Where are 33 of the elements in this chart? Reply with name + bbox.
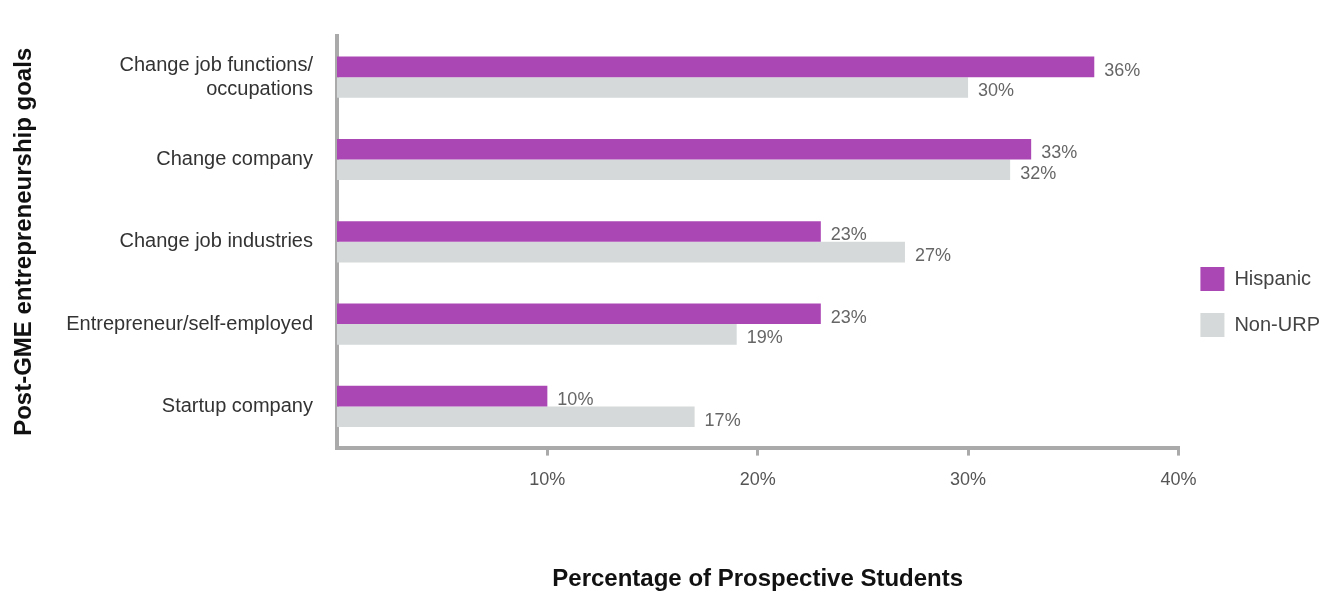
- bar: [337, 385, 548, 407]
- y-tick-label: Entrepreneur/self-employed: [66, 311, 313, 334]
- y-tick-label: Startup company: [161, 393, 313, 416]
- data-label: 27%: [914, 245, 951, 266]
- x-tick-label: 40%: [1160, 469, 1197, 490]
- legend-label: Hispanic: [1234, 266, 1312, 289]
- data-label: 30%: [978, 80, 1015, 101]
- data-label: 36%: [1104, 59, 1141, 80]
- bar: [337, 159, 1011, 181]
- data-label: 10%: [557, 389, 594, 410]
- bar: [337, 406, 695, 428]
- bar: [337, 221, 821, 242]
- data-label: 17%: [704, 409, 741, 430]
- bar: [337, 324, 737, 345]
- y-axis-title: Post-GME entrepreneurship goals: [9, 47, 37, 436]
- data-label: 23%: [830, 224, 867, 245]
- data-label: 23%: [830, 306, 867, 327]
- y-tick-label: Change job industries: [119, 229, 313, 252]
- bar: [337, 77, 969, 98]
- bar: [337, 138, 1032, 160]
- x-tick-label: 10%: [529, 469, 566, 490]
- bar: [337, 241, 905, 263]
- x-axis-title: Percentage of Prospective Students: [552, 564, 964, 592]
- y-tick-label: Change job functions/ occupations: [119, 52, 314, 99]
- x-tick-label: 30%: [950, 469, 987, 490]
- legend-label: Non-URP: [1234, 312, 1320, 335]
- bar: [337, 303, 821, 325]
- x-tick-label: 20%: [739, 469, 776, 490]
- y-tick-label: Change company: [156, 147, 313, 169]
- bar: [337, 56, 1095, 78]
- data-label: 32%: [1020, 162, 1057, 183]
- data-label: 33%: [1041, 142, 1078, 163]
- data-label: 19%: [746, 327, 783, 348]
